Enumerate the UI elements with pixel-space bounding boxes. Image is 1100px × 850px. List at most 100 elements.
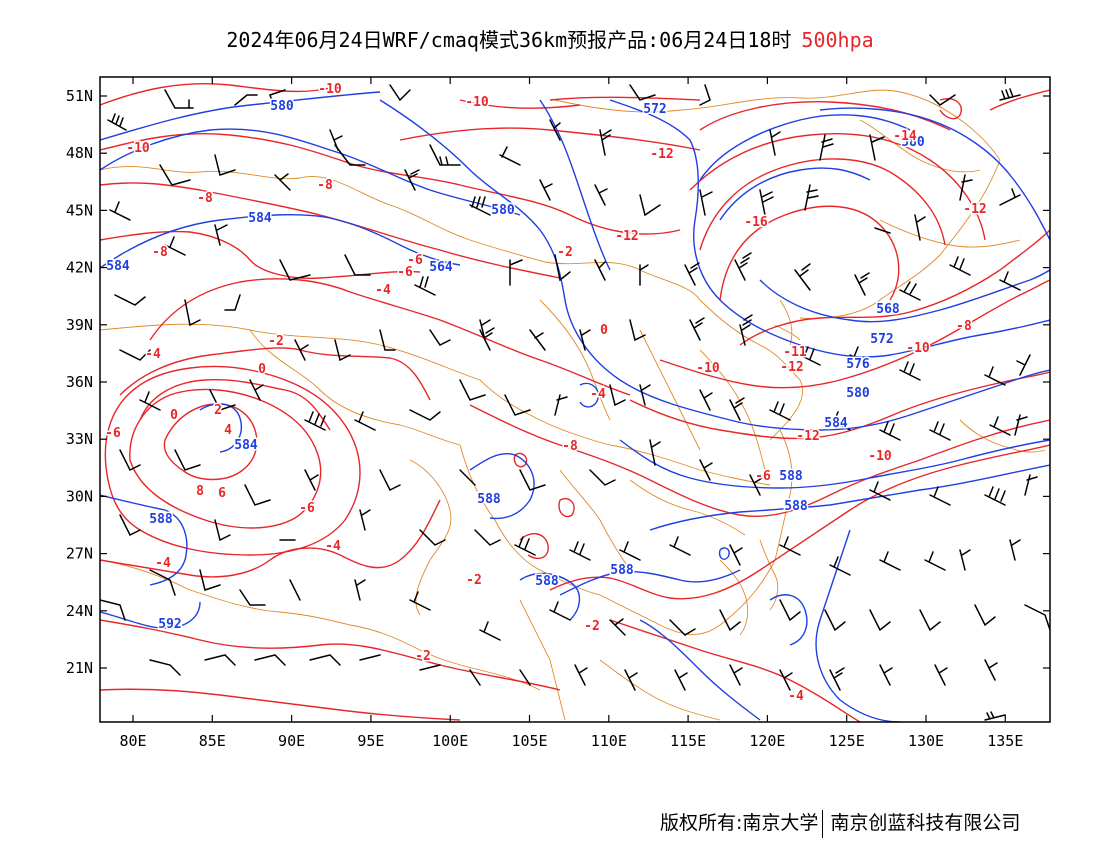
latitude-axis: 51N 48N 45N 42N 39N 36N 33N 30N 27N 24N 21N — [66, 87, 1050, 677]
temperature-contour-label: -8 — [956, 319, 972, 334]
lat-label: 33N — [66, 430, 93, 448]
map-title: 2024年06月24日WRF/cmaq模式36km预报产品:06月24日18时 5… — [0, 24, 1100, 53]
height-contour-label: 580 — [270, 99, 294, 114]
temperature-contour-label: -11 — [783, 345, 807, 360]
height-contour-label: 580 — [491, 203, 515, 218]
temperature-contour-label: -2 — [584, 619, 600, 634]
height-contour-label: 588 — [535, 574, 559, 589]
copyright-text: 版权所有:南京大学 — [660, 812, 819, 834]
temperature-contour-label: -12 — [963, 202, 986, 217]
lon-label: 80E — [119, 732, 146, 750]
lat-label: 45N — [66, 201, 93, 219]
temperature-contour-label: -8 — [317, 178, 333, 193]
temperature-contour-label: -4 — [590, 387, 606, 402]
temperature-contour-label: 6 — [218, 486, 226, 501]
height-contour-label: 584 — [248, 211, 272, 226]
temperature-contour-label: -10 — [868, 449, 892, 464]
temperature-contour-label: -4 — [788, 689, 804, 704]
wind-barbs — [100, 84, 1050, 721]
temperature-contour-label: 2 — [214, 403, 222, 418]
temperature-labels: -10-10-10-8-8-8-6-6-4-20-4-6-10-12-12-10… — [104, 81, 989, 706]
lat-label: 39N — [66, 316, 93, 334]
boundary-lines — [100, 89, 1046, 721]
lon-label: 95E — [357, 732, 384, 750]
temperature-contour-label: -6 — [755, 469, 771, 484]
lon-label: 135E — [987, 732, 1023, 750]
temperature-contour-label: -8 — [152, 245, 168, 260]
lon-label: 115E — [670, 732, 706, 750]
lon-label: 120E — [749, 732, 785, 750]
temperature-contour-label: -2 — [268, 334, 284, 349]
temperature-contour-label: -2 — [415, 649, 431, 664]
temperature-contour-label: -4 — [325, 539, 341, 554]
temperature-contour-label: -16 — [744, 215, 768, 230]
height-contour-label: 572 — [870, 332, 893, 347]
temperature-contour-label: 0 — [258, 362, 266, 377]
lat-label: 24N — [66, 602, 93, 620]
temperature-contour-label: -4 — [145, 347, 161, 362]
height-contour-label: 576 — [846, 357, 870, 372]
footer-separator — [822, 809, 824, 838]
lon-label: 110E — [591, 732, 627, 750]
lat-label: 30N — [66, 487, 93, 505]
temperature-contour-label: -12 — [780, 360, 803, 375]
temperature-contour-label: -12 — [796, 429, 819, 444]
lat-label: 27N — [66, 545, 93, 563]
temperature-contour-label: -12 — [615, 229, 638, 244]
temperature-contours — [100, 83, 1050, 722]
lat-label: 48N — [66, 144, 93, 162]
lat-label: 51N — [66, 87, 93, 105]
height-contour-label: 588 — [779, 469, 803, 484]
temperature-contour-label: 0 — [600, 323, 608, 338]
temperature-contour-label: -10 — [126, 141, 150, 156]
height-contour-label: 580 — [901, 135, 925, 150]
height-contour-label: 588 — [477, 492, 501, 507]
temperature-contour-label: -6 — [407, 253, 423, 268]
lon-label: 130E — [908, 732, 944, 750]
temperature-contour-label: -6 — [105, 426, 121, 441]
temperature-contour-label: 8 — [196, 484, 204, 499]
height-contour-label: 580 — [846, 386, 870, 401]
height-contour-label: 584 — [234, 438, 258, 453]
longitude-axis: 80E 85E 90E 95E 100E 105E 110E 115E 120E 125E 130E… — [119, 77, 1023, 750]
temperature-contour-label: -4 — [155, 556, 171, 571]
height-contour-label: 592 — [158, 617, 181, 632]
temperature-contour-label: -8 — [562, 439, 578, 454]
temperature-contour-label: -2 — [557, 245, 573, 260]
lat-label: 21N — [66, 659, 93, 677]
geopotential-contours — [100, 91, 1050, 722]
lon-label: 100E — [432, 732, 468, 750]
height-contour-label: 588 — [610, 563, 634, 578]
height-contour-label: 572 — [643, 102, 666, 117]
lon-label: 90E — [278, 732, 305, 750]
height-contour-label: 568 — [876, 302, 900, 317]
footer-credit: 版权所有:南京大学 南京创蓝科技有限公司 — [660, 808, 1020, 838]
temperature-contour-label: -2 — [466, 573, 482, 588]
temperature-contour-label: -10 — [696, 361, 720, 376]
title-text: 2024年06月24日WRF/cmaq模式36km预报产品:06月24日18时 — [226, 28, 792, 52]
temperature-contour-label: -8 — [197, 191, 213, 206]
temperature-contour-label: -6 — [397, 265, 413, 280]
lon-label: 85E — [199, 732, 226, 750]
temperature-contour-label: -14 — [893, 129, 917, 144]
height-contour-label: 588 — [784, 499, 808, 514]
height-contour-label: 584 — [824, 416, 848, 431]
temperature-contour-label: -6 — [299, 501, 315, 516]
temperature-contour-label: -10 — [465, 95, 489, 110]
lon-label: 125E — [829, 732, 865, 750]
temperature-contour-label: -4 — [375, 283, 391, 298]
temperature-contour-label: -10 — [318, 82, 342, 97]
lat-label: 36N — [66, 373, 93, 391]
map-frame — [99, 76, 1051, 723]
temperature-contour-label: 0 — [170, 408, 178, 423]
temperature-contour-label: -10 — [906, 341, 930, 356]
height-contour-label: 584 — [106, 259, 130, 274]
lon-label: 105E — [511, 732, 547, 750]
height-contour-label: 588 — [149, 512, 173, 527]
lat-label: 42N — [66, 259, 93, 277]
height-contour-label: 564 — [429, 260, 453, 275]
temperature-contour-label: 4 — [224, 423, 232, 438]
